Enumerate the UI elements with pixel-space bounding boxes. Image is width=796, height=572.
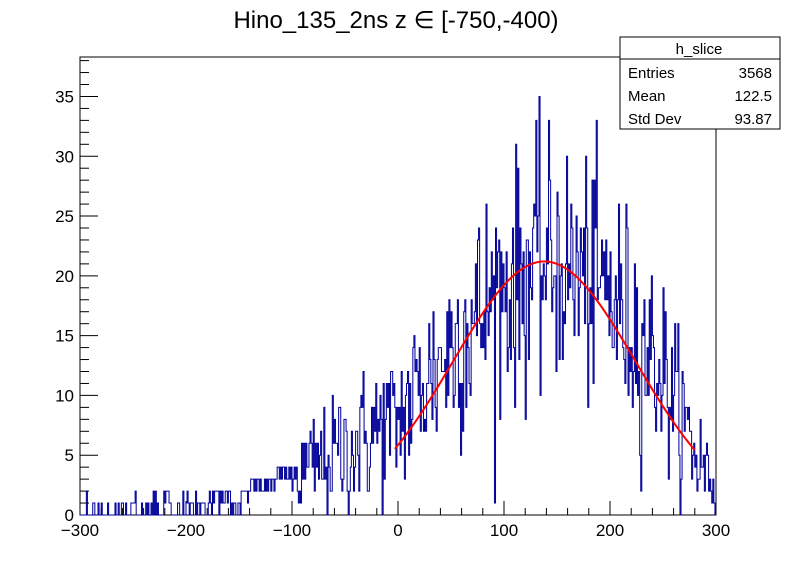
stats-box: h_slice Entries 3568 Mean 122.5 Std Dev … [619, 36, 781, 130]
histogram-outline [80, 95, 716, 516]
y-tick-label: 20 [55, 267, 74, 286]
x-tick-label: −200 [167, 521, 205, 540]
stats-box-name: h_slice [676, 41, 723, 58]
x-tick-label: 100 [490, 521, 518, 540]
chart-title: Hino_135_2ns z ∈ [-750,-400) [233, 7, 558, 34]
y-tick-label: 25 [55, 207, 74, 226]
stats-box-frame [619, 36, 781, 130]
stats-stddev-label: Std Dev [628, 111, 682, 128]
stats-entries-value: 3568 [739, 65, 772, 82]
y-tick-label: 15 [55, 327, 74, 346]
x-axis: −300 −200 −100 0 100 200 300 [61, 501, 730, 540]
stats-entries-label: Entries [628, 65, 675, 82]
y-tick-label: 10 [55, 386, 74, 405]
gaussian-fit-curve [394, 260, 696, 451]
x-tick-label: 200 [596, 521, 624, 540]
stats-mean-value: 122.5 [734, 88, 772, 105]
x-tick-label: −100 [273, 521, 311, 540]
y-tick-label: 5 [65, 446, 74, 465]
histogram-bins [80, 95, 716, 516]
y-tick-label: 0 [65, 506, 74, 525]
x-tick-label: −300 [61, 521, 99, 540]
stats-stddev-value: 93.87 [734, 111, 772, 128]
x-tick-label: 0 [393, 521, 402, 540]
y-tick-label: 30 [55, 147, 74, 166]
x-tick-label: 300 [702, 521, 730, 540]
y-axis: 0 5 10 15 20 25 30 35 [55, 60, 98, 525]
y-tick-label: 35 [55, 87, 74, 106]
stats-mean-label: Mean [628, 88, 666, 105]
